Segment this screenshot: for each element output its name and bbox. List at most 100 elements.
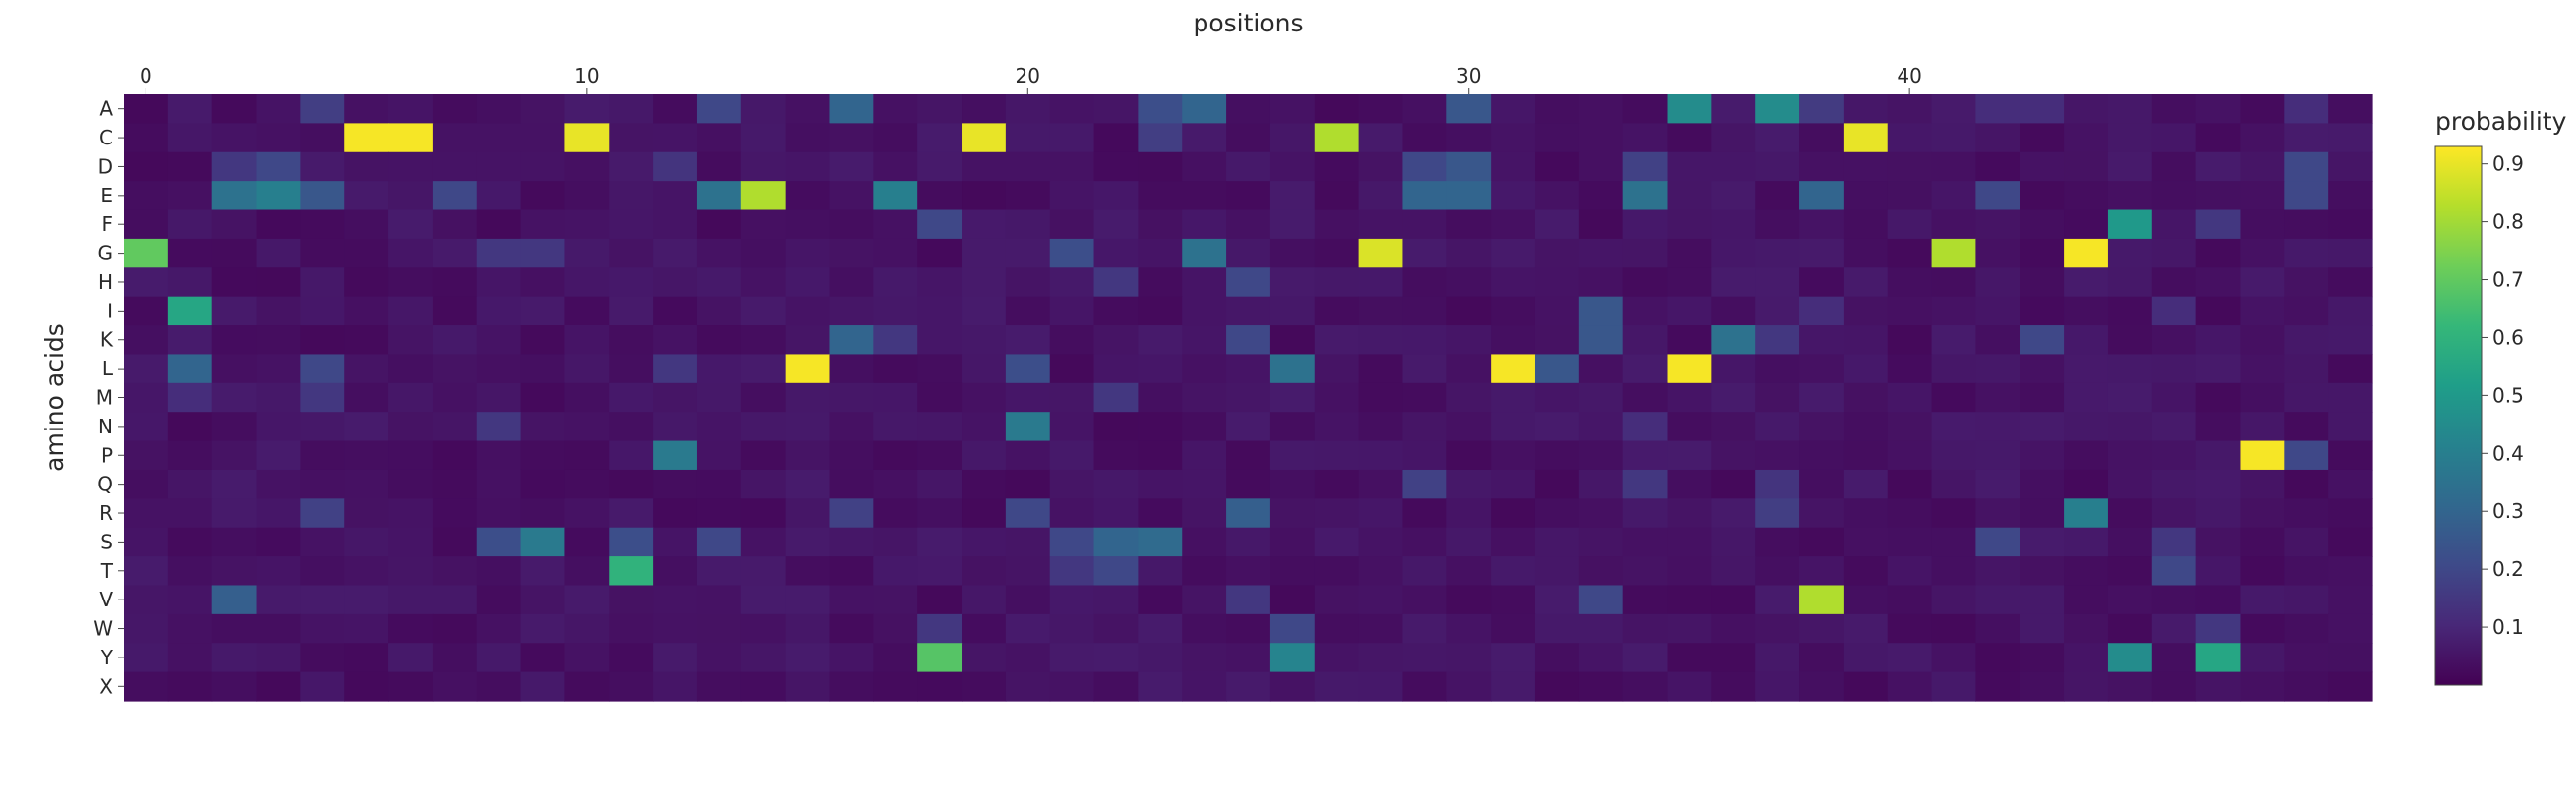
colorbar-tick-label: 0.9: [2492, 152, 2524, 176]
heatmap-cell-G-12: [653, 238, 698, 268]
heatmap-cell-C-45: [2107, 123, 2153, 153]
heatmap-cell-L-9: [520, 354, 566, 384]
heatmap-cell-E-34: [1622, 181, 1669, 211]
heatmap-cell-H-40: [1887, 267, 1933, 298]
heatmap-cell-F-5: [344, 209, 389, 240]
heatmap-cell-S-16: [829, 527, 874, 557]
heatmap-cell-E-46: [2151, 181, 2197, 211]
heatmap-cell-T-35: [1667, 556, 1712, 587]
heatmap-cell-N-30: [1446, 412, 1492, 442]
heatmap-cell-N-19: [962, 412, 1007, 442]
heatmap-cell-F-37: [1755, 209, 1800, 240]
heatmap-cell-I-15: [785, 296, 831, 326]
heatmap-cell-H-37: [1755, 267, 1800, 298]
heatmap-cell-X-2: [211, 671, 258, 702]
heatmap-cell-S-24: [1182, 527, 1227, 557]
heatmap-cell-P-48: [2240, 440, 2285, 471]
heatmap-cell-N-35: [1667, 412, 1712, 442]
heatmap-cell-E-28: [1358, 181, 1404, 211]
heatmap-cell-Q-27: [1314, 469, 1360, 499]
heatmap-cell-Y-11: [609, 643, 654, 673]
colorbar-tick-label: 0.4: [2492, 441, 2524, 465]
heatmap-cell-A-40: [1887, 94, 1933, 124]
heatmap-cell-D-14: [740, 151, 787, 182]
heatmap-cell-I-32: [1534, 296, 1580, 326]
heatmap-cell-F-12: [653, 209, 698, 240]
heatmap-cell-V-13: [696, 585, 742, 615]
heatmap-cell-Q-19: [962, 469, 1007, 499]
heatmap-cell-I-40: [1887, 296, 1933, 326]
heatmap-cell-R-35: [1667, 498, 1712, 529]
heatmap-cell-E-43: [2020, 181, 2065, 211]
heatmap-cell-H-1: [167, 267, 213, 298]
heatmap-cell-K-24: [1182, 325, 1227, 356]
heatmap-cell-I-9: [520, 296, 566, 326]
heatmap-cell-H-35: [1667, 267, 1712, 298]
heatmap-cell-L-22: [1093, 354, 1139, 384]
heatmap-cell-I-13: [696, 296, 742, 326]
heatmap-cell-P-42: [1975, 440, 2020, 471]
heatmap-cell-R-40: [1887, 498, 1933, 529]
heatmap-cell-W-32: [1534, 613, 1580, 644]
heatmap-cell-H-30: [1446, 267, 1492, 298]
heatmap-cell-K-21: [1049, 325, 1095, 356]
heatmap-cell-A-6: [388, 94, 434, 124]
heatmap-cell-V-3: [256, 585, 301, 615]
heatmap-cell-L-46: [2151, 354, 2197, 384]
y-tick-label: K: [100, 328, 114, 352]
heatmap-cell-T-44: [2064, 556, 2109, 587]
heatmap-cell-E-31: [1491, 181, 1536, 211]
heatmap-cell-Q-48: [2240, 469, 2285, 499]
heatmap-cell-E-4: [300, 181, 345, 211]
heatmap-cell-H-8: [476, 267, 522, 298]
heatmap-cell-I-27: [1314, 296, 1360, 326]
heatmap-cell-I-0: [124, 296, 169, 326]
heatmap-cell-P-11: [609, 440, 654, 471]
heatmap-cell-A-49: [2284, 94, 2329, 124]
heatmap-cell-N-37: [1755, 412, 1800, 442]
heatmap-cell-H-41: [1931, 267, 1977, 298]
heatmap-cell-I-14: [740, 296, 787, 326]
heatmap-cell-S-5: [344, 527, 389, 557]
heatmap-cell-Q-50: [2328, 469, 2373, 499]
heatmap-cell-C-38: [1799, 123, 1844, 153]
heatmap-cell-N-15: [785, 412, 831, 442]
heatmap-cell-Y-34: [1622, 643, 1669, 673]
heatmap-cell-S-44: [2064, 527, 2109, 557]
heatmap-cell-Q-15: [785, 469, 831, 499]
heatmap-cell-F-6: [388, 209, 434, 240]
heatmap-cell-I-2: [211, 296, 258, 326]
heatmap-cell-S-21: [1049, 527, 1095, 557]
heatmap-cell-G-21: [1049, 238, 1095, 268]
heatmap-cell-E-14: [740, 181, 787, 211]
heatmap-cell-A-20: [1005, 94, 1051, 124]
heatmap-cell-A-38: [1799, 94, 1844, 124]
heatmap-cell-P-43: [2020, 440, 2065, 471]
heatmap-cell-C-35: [1667, 123, 1712, 153]
heatmap-cell-C-7: [432, 123, 478, 153]
heatmap-cell-P-44: [2064, 440, 2109, 471]
heatmap-cell-F-13: [696, 209, 742, 240]
heatmap-cell-T-12: [653, 556, 698, 587]
heatmap-cell-D-43: [2020, 151, 2065, 182]
heatmap-cell-G-33: [1578, 238, 1624, 268]
heatmap-cell-G-23: [1138, 238, 1183, 268]
heatmap-cell-X-35: [1667, 671, 1712, 702]
heatmap-cell-Q-16: [829, 469, 874, 499]
heatmap-cell-R-48: [2240, 498, 2285, 529]
heatmap-cell-G-29: [1402, 238, 1447, 268]
heatmap-cell-M-21: [1049, 382, 1095, 413]
heatmap-cell-X-34: [1622, 671, 1669, 702]
heatmap-cell-K-10: [564, 325, 610, 356]
heatmap-cell-N-12: [653, 412, 698, 442]
heatmap-cell-F-22: [1093, 209, 1139, 240]
heatmap-cell-I-7: [432, 296, 478, 326]
heatmap-cell-H-15: [785, 267, 831, 298]
heatmap-cell-E-11: [609, 181, 654, 211]
heatmap-cell-V-14: [740, 585, 787, 615]
heatmap-cell-T-39: [1843, 556, 1889, 587]
heatmap-cell-S-8: [476, 527, 522, 557]
heatmap-cell-L-34: [1622, 354, 1669, 384]
heatmap-cell-K-45: [2107, 325, 2153, 356]
y-tick-label: Y: [100, 646, 114, 669]
